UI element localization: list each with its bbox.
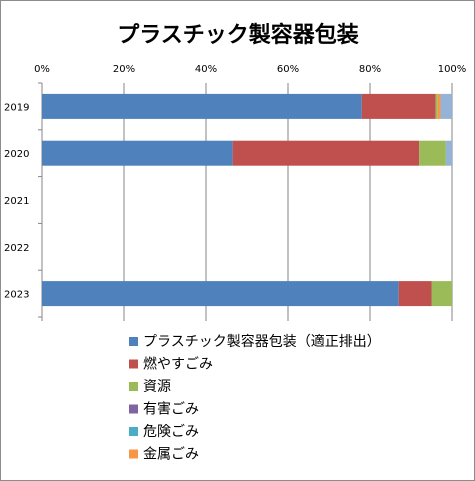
bar-segment <box>419 140 446 166</box>
bar-segment <box>435 93 438 119</box>
bar-segment <box>42 281 399 307</box>
legend-swatch <box>129 337 138 346</box>
legend-swatch <box>129 449 138 459</box>
legend-label: 燃やすごみ <box>143 356 213 373</box>
x-tick-label: 40% <box>195 64 217 75</box>
chart-title: プラスチック製容器包装 <box>117 22 359 48</box>
bar-segment <box>398 281 432 307</box>
legend-label: 危険ごみ <box>143 424 199 440</box>
category-label: 2022 <box>4 243 29 254</box>
legend-swatch <box>129 404 138 414</box>
legend-label: 有害ごみ <box>143 402 199 418</box>
bar-segment <box>42 93 362 119</box>
x-tick-label: 20% <box>113 64 135 75</box>
bar-segment <box>440 93 452 119</box>
category-label: 2020 <box>4 149 29 160</box>
bar-segment <box>437 93 441 119</box>
bar-segment <box>445 140 452 166</box>
legend-label: 金属ごみ <box>143 447 199 463</box>
category-label: 2019 <box>4 102 29 113</box>
x-tick-label: 60% <box>277 64 299 75</box>
category-label: 2021 <box>4 196 29 207</box>
bar-segment <box>361 93 436 119</box>
legend-label: プラスチック製容器包装（適正排出） <box>143 333 381 350</box>
bar-segment <box>42 140 233 166</box>
x-tick-label: 100% <box>438 64 467 75</box>
category-label: 2023 <box>4 290 29 301</box>
legend-swatch <box>129 382 138 391</box>
legend-swatch <box>129 359 138 369</box>
x-tick-label: 0% <box>34 64 50 75</box>
legend-swatch <box>129 427 138 436</box>
x-tick-label: 80% <box>359 64 381 75</box>
bar-segment <box>232 140 420 166</box>
bar-segment <box>431 281 452 307</box>
legend-label: 資源 <box>143 379 171 395</box>
